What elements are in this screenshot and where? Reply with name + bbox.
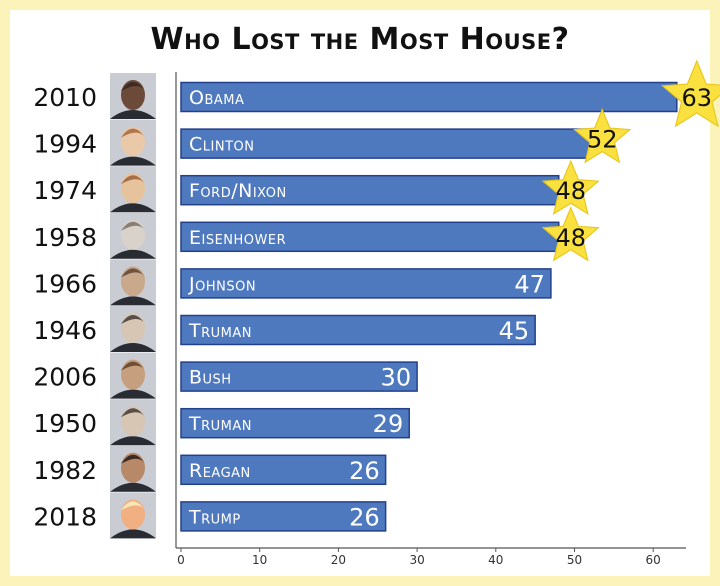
year-label: 2018	[33, 502, 97, 531]
x-tick-label: 40	[488, 553, 503, 567]
truman-portrait-icon	[110, 399, 156, 446]
value-label: 26	[349, 457, 380, 485]
year-label: 1994	[33, 130, 97, 159]
value-label: 48	[555, 177, 586, 205]
year-label: 1946	[33, 316, 97, 345]
bar	[180, 361, 418, 392]
portrait-hair	[121, 128, 145, 138]
portrait-shoulders	[110, 343, 156, 352]
portrait-hair	[121, 268, 145, 278]
x-tick-label: 60	[646, 553, 661, 567]
ford-portrait-icon	[110, 166, 156, 213]
star-icon	[661, 59, 720, 128]
x-tick-label: 50	[567, 553, 582, 567]
portrait-shoulders	[110, 296, 156, 306]
bar-label: Clinton	[189, 134, 254, 156]
portrait-hair	[121, 408, 145, 418]
bar-label: Ford/Nixon	[189, 180, 287, 202]
bar	[180, 501, 387, 532]
year-label: 1958	[33, 223, 97, 252]
portrait-hair	[121, 315, 145, 324]
bar-label: Trump	[188, 506, 241, 528]
value-label: 63	[682, 84, 713, 112]
portrait-hair	[121, 361, 145, 371]
bar-label: Truman	[188, 320, 252, 342]
star-icon	[541, 159, 600, 215]
bar-label: Johnson	[188, 273, 256, 295]
x-tick-label: 10	[252, 553, 267, 567]
bush-portrait-icon	[110, 352, 156, 399]
bar	[180, 174, 560, 206]
bar	[180, 221, 560, 253]
eisenhower-portrait-icon	[110, 212, 156, 259]
year-label: 1982	[33, 456, 97, 485]
year-label: 1974	[33, 176, 97, 205]
bar	[180, 268, 552, 299]
bar	[180, 314, 536, 346]
value-label: 26	[349, 503, 380, 531]
value-label: 30	[381, 364, 412, 392]
trump-portrait-icon	[110, 492, 156, 539]
portrait-shoulders	[110, 389, 156, 399]
reagan-portrait-icon	[110, 445, 156, 492]
bar	[180, 407, 410, 439]
portrait-hair	[121, 501, 145, 511]
x-tick-label: 30	[409, 553, 424, 567]
value-label: 52	[587, 126, 618, 154]
portrait-shoulders	[110, 482, 156, 492]
bar	[180, 454, 387, 486]
star-icon	[573, 108, 632, 164]
chart-title: Who Lost the Most House?	[150, 22, 570, 57]
portrait-shoulders	[110, 110, 156, 119]
x-tick-label: 20	[331, 553, 346, 567]
value-label: 48	[555, 224, 586, 252]
truman-portrait-icon	[110, 306, 156, 352]
year-label: 1966	[33, 269, 97, 298]
x-tick-label: 0	[177, 553, 185, 567]
star-icon	[541, 206, 600, 262]
clinton-portrait-icon	[110, 119, 156, 166]
value-label: 47	[514, 270, 545, 298]
bar-label: Reagan	[189, 460, 251, 482]
value-label: 45	[499, 317, 530, 345]
value-label: 29	[373, 410, 404, 438]
year-label: 2010	[33, 83, 97, 112]
bar-label: Eisenhower	[189, 227, 286, 249]
bar-label: Obama	[189, 87, 244, 109]
obama-portrait-icon	[110, 73, 156, 119]
portrait-shoulders	[110, 203, 156, 213]
year-label: 1950	[33, 409, 97, 438]
portrait-shoulders	[110, 529, 156, 539]
bar	[180, 81, 678, 113]
portrait-shoulders	[110, 249, 156, 259]
portrait-hair	[121, 82, 145, 91]
portrait-hair	[121, 175, 145, 185]
bar-label: Bush	[189, 367, 232, 389]
portrait-hair	[121, 454, 145, 464]
portrait-shoulders	[110, 436, 156, 446]
portrait-shoulders	[110, 156, 156, 166]
bar-label: Truman	[188, 413, 252, 435]
johnson-portrait-icon	[110, 259, 156, 306]
portrait-hair	[121, 221, 145, 231]
year-label: 2006	[33, 363, 97, 392]
